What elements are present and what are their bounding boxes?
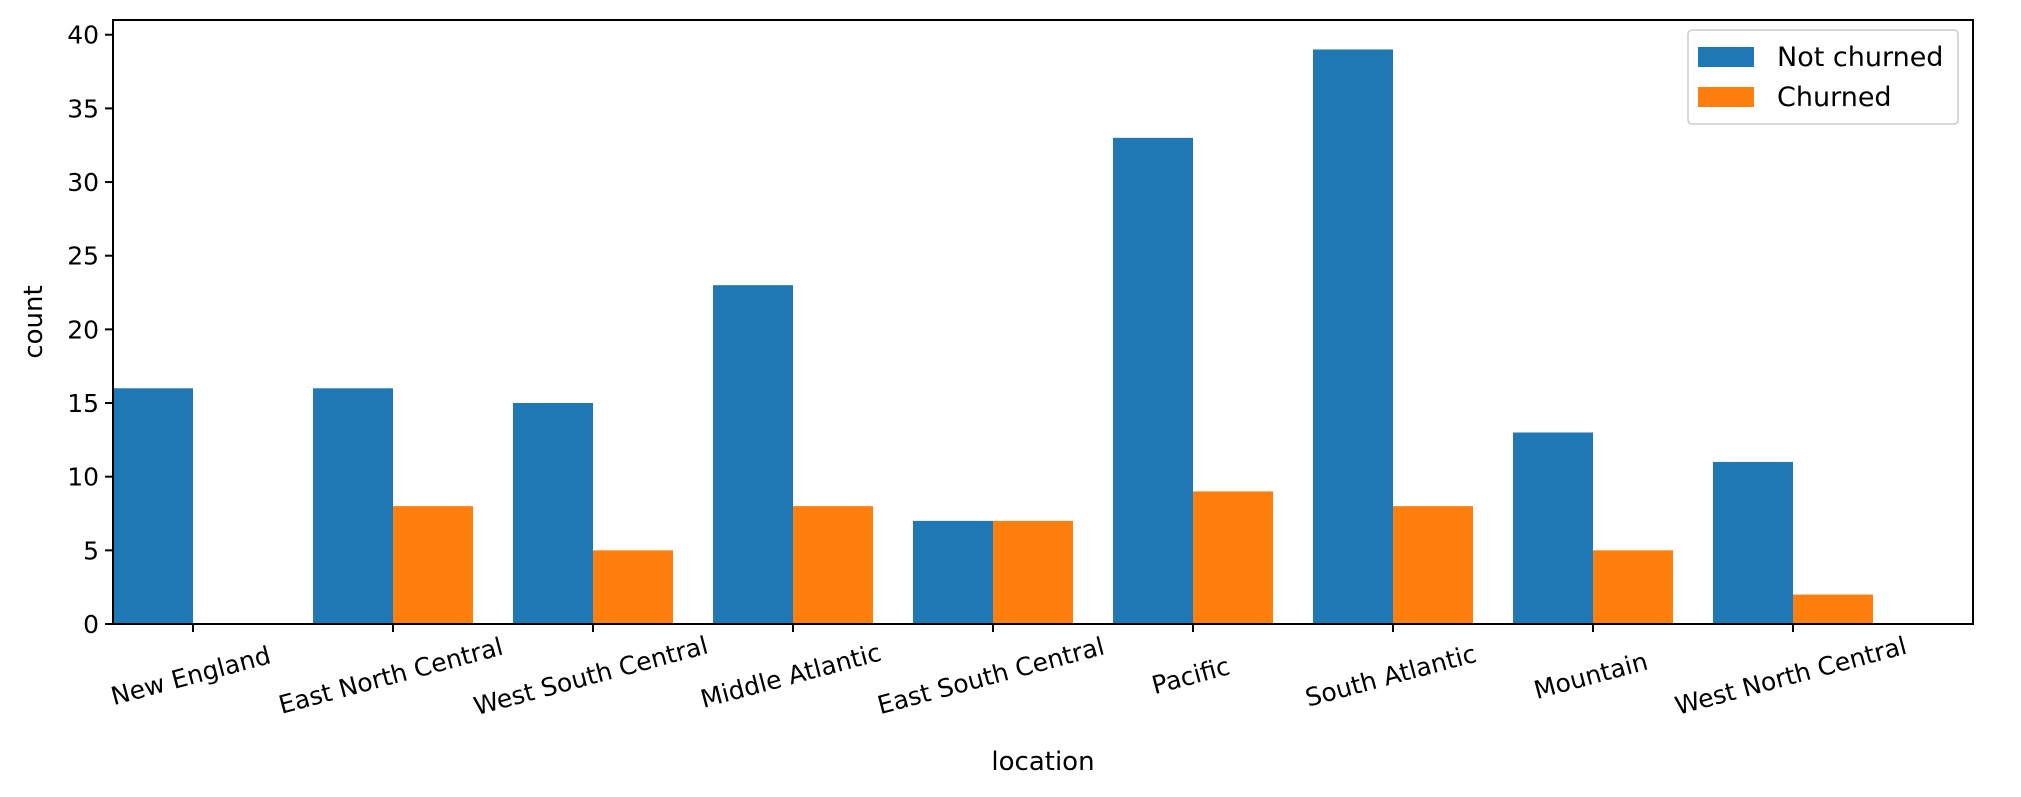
- y-axis-title: count: [19, 285, 49, 358]
- y-tick-label: 0: [83, 610, 99, 639]
- bars-layer: [113, 49, 1873, 624]
- bar-churned-east-south-central: [993, 520, 1073, 624]
- bar-churned-south-atlantic: [1393, 506, 1473, 624]
- plot-frame: [112, 19, 1974, 625]
- bar-not-churned-south-atlantic: [1313, 49, 1393, 624]
- bar-churned-mountain: [1593, 550, 1673, 624]
- y-tick-label: 5: [83, 536, 99, 565]
- x-tick-label: Mountain: [1531, 647, 1651, 705]
- bar-not-churned-east-north-central: [313, 388, 393, 624]
- x-tick-label: West South Central: [471, 631, 711, 721]
- bar-churned-middle-atlantic: [793, 506, 873, 624]
- legend-label-not-churned: Not churned: [1777, 42, 1943, 73]
- bar-not-churned-west-south-central: [513, 403, 593, 624]
- x-tick-label: South Atlantic: [1302, 639, 1479, 712]
- x-tick-label: New England: [108, 641, 274, 711]
- y-axis: 0 5 10 15 20 25 30 35 40: [67, 21, 113, 639]
- x-tick-label: Pacific: [1149, 651, 1233, 700]
- x-tick-label: East South Central: [874, 632, 1107, 720]
- y-tick-label: 20: [67, 315, 99, 344]
- y-tick-label: 25: [67, 242, 99, 271]
- bar-not-churned-pacific: [1113, 137, 1193, 624]
- legend-swatch-not-churned: [1698, 47, 1754, 67]
- x-tick-label: West North Central: [1672, 631, 1910, 721]
- legend-box: [1687, 29, 1959, 125]
- x-tick-label: Middle Atlantic: [697, 638, 884, 714]
- bar-not-churned-new-england: [113, 388, 193, 624]
- bar-churned-pacific: [1193, 491, 1273, 624]
- legend: Not churned Churned: [1687, 29, 1959, 125]
- y-tick-label: 30: [67, 168, 99, 197]
- y-tick-label: 15: [67, 389, 99, 418]
- y-tick-label: 35: [67, 94, 99, 123]
- x-tick-label: East North Central: [276, 632, 506, 720]
- bar-not-churned-west-north-central: [1713, 461, 1793, 624]
- bar-churned-west-south-central: [593, 550, 673, 624]
- bar-not-churned-middle-atlantic: [713, 285, 793, 624]
- legend-swatch-churned: [1698, 87, 1754, 107]
- bar-not-churned-east-south-central: [913, 520, 993, 624]
- x-axis-title: location: [991, 747, 1094, 777]
- bar-not-churned-mountain: [1513, 432, 1593, 624]
- bar-churned-east-north-central: [393, 506, 473, 624]
- y-tick-label: 40: [67, 21, 99, 50]
- bar-churned-west-north-central: [1793, 594, 1873, 624]
- y-tick-label: 10: [67, 463, 99, 492]
- legend-label-churned: Churned: [1777, 82, 1892, 113]
